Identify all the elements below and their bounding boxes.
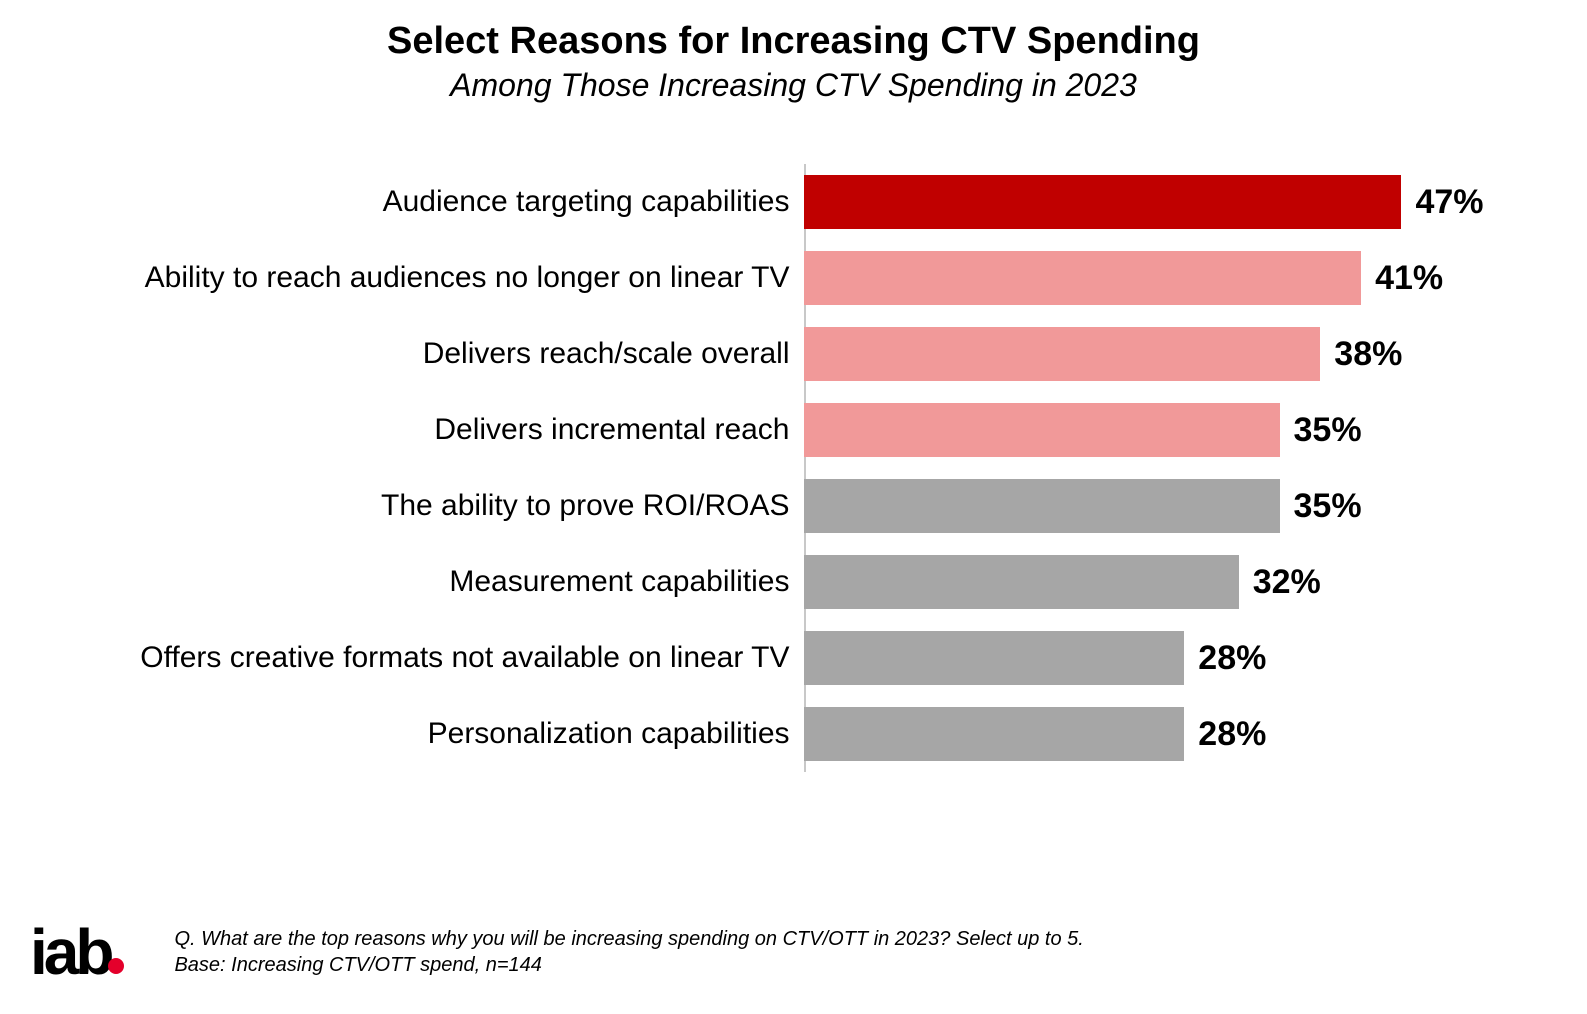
- bar-label: Personalization capabilities: [104, 717, 804, 751]
- bar-track: 32%: [804, 544, 1484, 620]
- bar: [804, 175, 1402, 229]
- bar-row: Personalization capabilities 28%: [104, 696, 1484, 772]
- bar-label: Offers creative formats not available on…: [104, 641, 804, 675]
- bar-value: 47%: [1415, 183, 1483, 222]
- chart-container: Select Reasons for Increasing CTV Spendi…: [0, 20, 1587, 772]
- bar: [804, 555, 1239, 609]
- bar-row: Audience targeting capabilities 47%: [104, 164, 1484, 240]
- bar-label: Ability to reach audiences no longer on …: [104, 261, 804, 295]
- logo-dot-icon: [108, 958, 124, 974]
- bar-track: 35%: [804, 392, 1484, 468]
- chart-footer: iab Q. What are the top reasons why you …: [30, 920, 1527, 984]
- logo-text: iab: [30, 916, 110, 988]
- bar-label: Audience targeting capabilities: [104, 185, 804, 219]
- bar: [804, 479, 1280, 533]
- bar-value: 38%: [1334, 335, 1402, 374]
- bar: [804, 327, 1321, 381]
- bar-row: Delivers reach/scale overall 38%: [104, 316, 1484, 392]
- bar-track: 47%: [804, 164, 1484, 240]
- bar: [804, 251, 1362, 305]
- bar-value: 41%: [1375, 259, 1443, 298]
- bar-value: 35%: [1294, 411, 1362, 450]
- bar-track: 28%: [804, 696, 1484, 772]
- bar-row: Offers creative formats not available on…: [104, 620, 1484, 696]
- bar-value: 28%: [1198, 639, 1266, 678]
- bar-track: 38%: [804, 316, 1484, 392]
- chart-subtitle: Among Those Increasing CTV Spending in 2…: [60, 67, 1527, 104]
- bar-row: Measurement capabilities 32%: [104, 544, 1484, 620]
- bar: [804, 707, 1185, 761]
- footnote-base: Base: Increasing CTV/OTT spend, n=144: [174, 952, 1083, 978]
- bar-value: 35%: [1294, 487, 1362, 526]
- bar-track: 28%: [804, 620, 1484, 696]
- iab-logo: iab: [30, 920, 124, 984]
- bar-row: Ability to reach audiences no longer on …: [104, 240, 1484, 316]
- bar-value: 28%: [1198, 715, 1266, 754]
- chart-footnote: Q. What are the top reasons why you will…: [174, 926, 1083, 978]
- chart-title: Select Reasons for Increasing CTV Spendi…: [60, 20, 1527, 63]
- bar-label: Delivers reach/scale overall: [104, 337, 804, 371]
- bar-row: The ability to prove ROI/ROAS 35%: [104, 468, 1484, 544]
- bar-label: Delivers incremental reach: [104, 413, 804, 447]
- bar-row: Delivers incremental reach 35%: [104, 392, 1484, 468]
- bar-track: 41%: [804, 240, 1484, 316]
- bar: [804, 403, 1280, 457]
- footnote-question: Q. What are the top reasons why you will…: [174, 926, 1083, 952]
- bar: [804, 631, 1185, 685]
- bar-label: The ability to prove ROI/ROAS: [104, 489, 804, 523]
- bar-track: 35%: [804, 468, 1484, 544]
- bar-label: Measurement capabilities: [104, 565, 804, 599]
- bars-area: Audience targeting capabilities 47% Abilit…: [104, 164, 1484, 772]
- bar-value: 32%: [1253, 563, 1321, 602]
